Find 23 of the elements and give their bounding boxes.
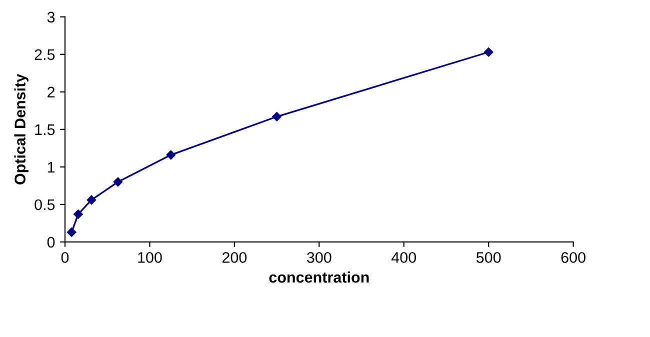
y-tick-label: 0.5 [34,199,55,210]
x-tick-label: 600 [561,252,586,263]
x-tick-label: 300 [306,252,332,263]
y-tick-label: 1.5 [35,124,55,136]
point [484,47,494,57]
y-axis-title: Optical Density [14,74,28,184]
x-axis-title: concentration [269,271,369,283]
x-tick-label: 200 [222,252,247,263]
y-tick-label: 1 [48,162,55,172]
point [86,195,96,205]
point [272,112,282,122]
x-tick-label: 100 [138,252,162,263]
point [66,228,76,237]
point [113,177,123,187]
point [166,150,176,160]
x-tick-label: 400 [391,252,416,263]
y-tick-label: 3 [47,12,55,23]
point [74,210,83,219]
y-tick-label: 2.5 [34,49,55,60]
x-tick-label: 0 [61,252,69,263]
y-tick-label: 2 [48,86,55,98]
x-tick-label: 500 [476,252,501,263]
y-tick-label: 0 [47,236,55,248]
